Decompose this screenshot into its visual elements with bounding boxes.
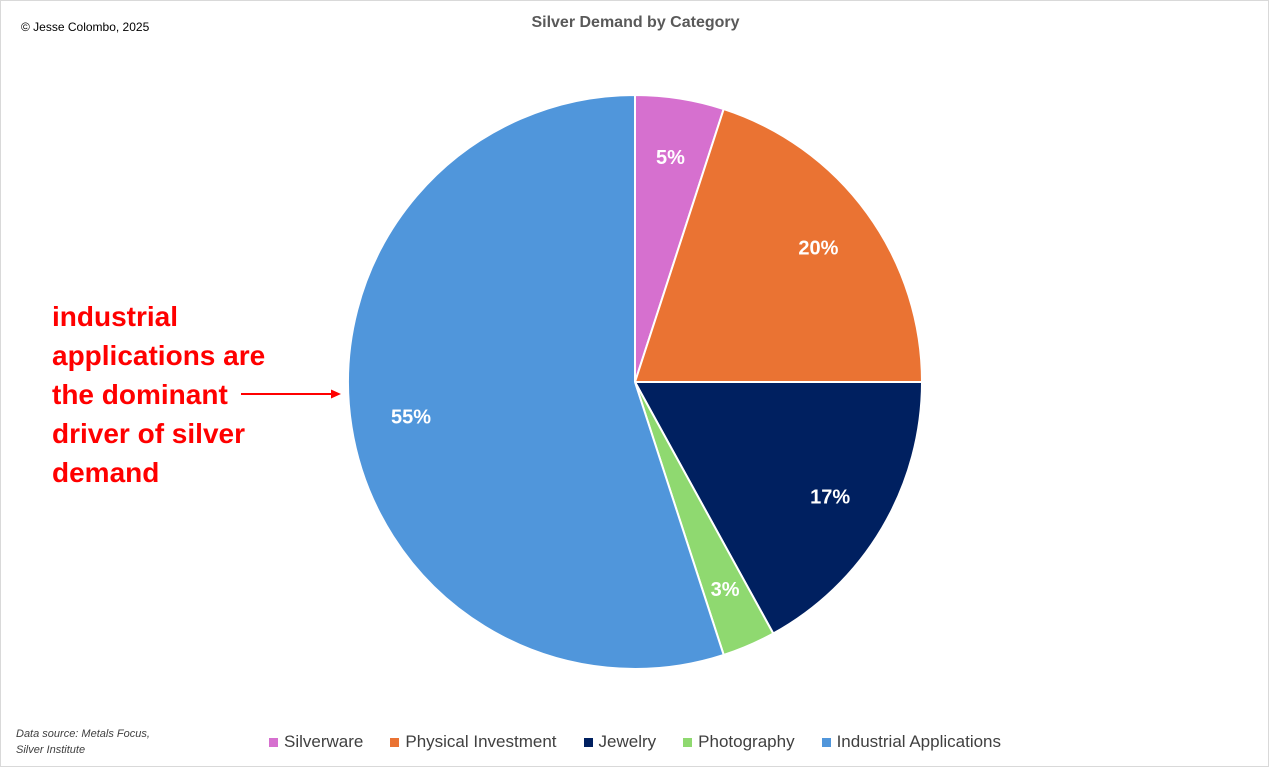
pie-labels: 5% 20% 17% 3% 55%	[391, 147, 850, 601]
legend-swatch	[583, 737, 593, 747]
pie-label-jewelry: 17%	[810, 486, 850, 508]
annotation-arrow	[241, 389, 341, 399]
legend-label: Photography	[698, 732, 795, 751]
legend-swatch	[269, 737, 278, 747]
annotation-text: industrial applications are the dominant…	[52, 301, 266, 488]
legend-label: Physical Investment	[405, 732, 557, 751]
legend-item-silverware: Silverware	[269, 732, 363, 752]
legend-label: Industrial Applications	[836, 732, 1002, 751]
legend-swatch	[821, 737, 831, 747]
chart-legend: Silverware Physical Investment Jewelry Phot…	[269, 732, 1028, 752]
legend-swatch	[683, 737, 693, 747]
legend-item-physical-investment: Physical Investment	[390, 732, 557, 752]
data-source-note: Data source: Metals Focus, Silver Instit…	[16, 728, 150, 756]
legend-item-jewelry: Jewelry	[583, 732, 657, 752]
pie-slice-industrial-applications	[347, 94, 725, 670]
legend-item-industrial-applications: Industrial Applications	[821, 732, 1002, 752]
legend-swatch	[390, 737, 400, 747]
pie-label-physical-investment: 20%	[798, 238, 838, 260]
pie-slice-jewelry	[634, 381, 923, 635]
pie-label-industrial-applications: 55%	[391, 406, 431, 428]
pie-label-silverware: 5%	[656, 147, 685, 169]
legend-label: Jewelry	[598, 732, 657, 751]
legend-item-photography: Photography	[683, 732, 795, 752]
pie-slices	[347, 94, 923, 670]
pie-label-photography: 3%	[711, 579, 740, 601]
chart-title: Silver Demand by Category	[531, 14, 740, 31]
legend-label: Silverware	[284, 732, 364, 751]
copyright-text: © Jesse Colombo, 2025	[21, 20, 150, 34]
pie-slice-physical-investment	[634, 108, 923, 383]
